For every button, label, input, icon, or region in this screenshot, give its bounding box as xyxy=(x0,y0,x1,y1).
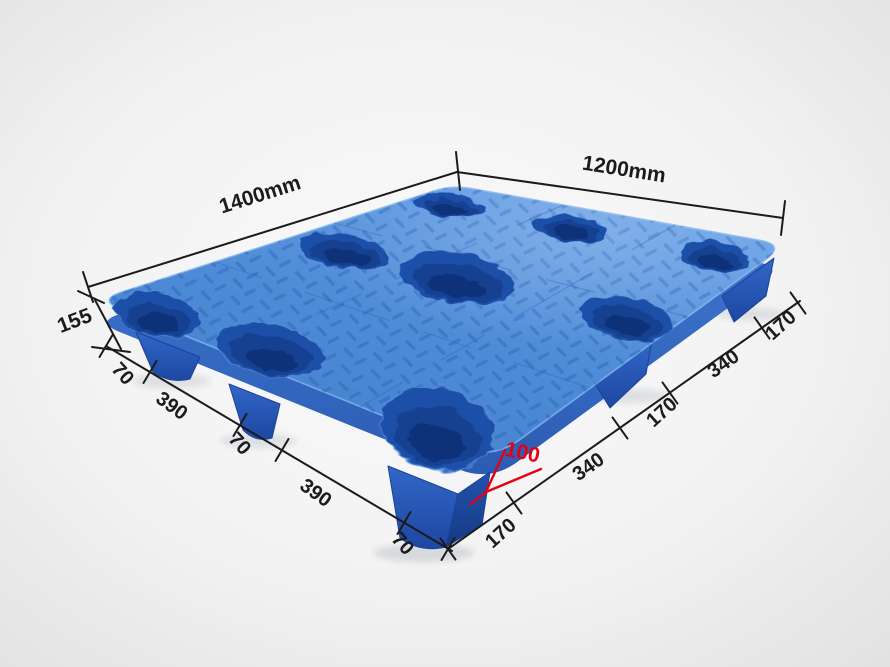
recess xyxy=(680,240,750,274)
dimension-annotations xyxy=(77,151,807,561)
dim-chain-right xyxy=(439,291,807,561)
dim-chain-left-line xyxy=(105,345,453,552)
deck-recesses xyxy=(114,193,750,471)
pallet-feet xyxy=(135,257,775,550)
pallet-illustration xyxy=(107,186,784,562)
dim-corner-radius xyxy=(469,448,543,506)
dim-width-line xyxy=(456,171,784,219)
recess xyxy=(533,213,607,243)
dim-length-line xyxy=(87,171,458,288)
dim-chain-left xyxy=(98,334,456,561)
recess xyxy=(299,231,391,271)
recess xyxy=(379,385,495,471)
deck-seams xyxy=(214,204,689,408)
dim-height-line xyxy=(94,299,122,350)
recess xyxy=(579,295,673,341)
recess xyxy=(114,291,202,339)
dim-chain-left-ticks xyxy=(98,334,456,561)
dim-chain-right-line xyxy=(447,300,801,550)
corner-radius-leader-line xyxy=(484,467,543,494)
recess xyxy=(398,250,516,306)
foot-right-corner xyxy=(721,257,775,323)
dim-chain-right-ticks xyxy=(439,291,807,561)
recess xyxy=(415,193,487,219)
recess xyxy=(215,321,325,379)
dim-width xyxy=(456,171,786,236)
